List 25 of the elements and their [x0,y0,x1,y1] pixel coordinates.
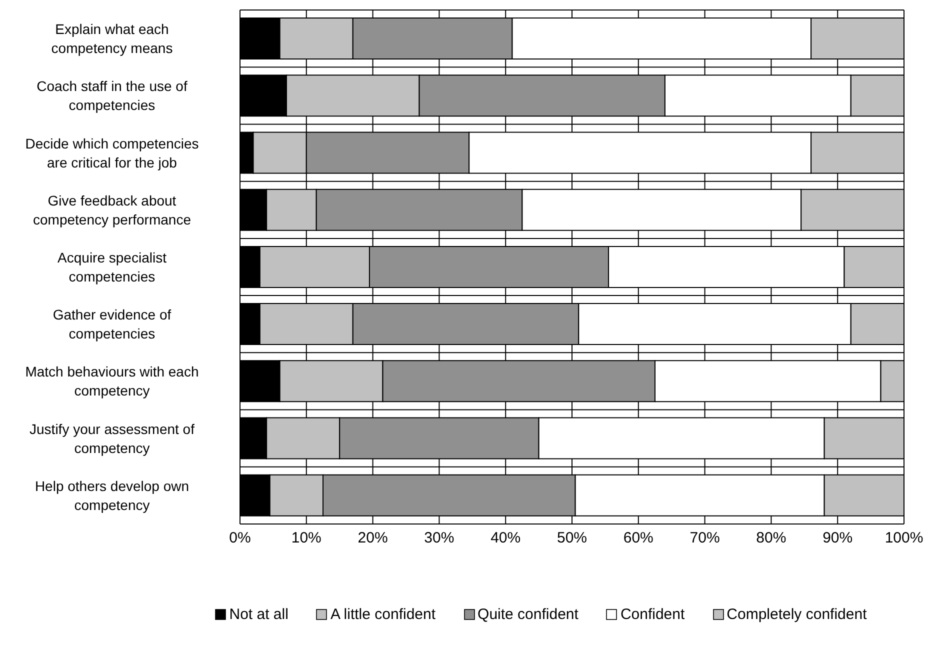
legend-label: Completely confident [726,606,867,623]
y-tick-label: Match behaviours with each competency [25,364,199,399]
x-tick-label: 40% [490,530,521,547]
legend-label: A little confident [330,606,436,623]
x-tick-label: 30% [424,530,454,547]
y-tick-label: Help others develop own competency [34,478,190,513]
x-tick-label: 70% [690,530,720,547]
x-tick-label: 60% [623,530,654,547]
x-tick-label: 90% [822,530,853,547]
y-tick-label: Give feedback about competency performance [33,192,192,228]
legend-label: Not at all [229,606,288,623]
y-tick-label: Coach staff in the use of competencies [36,78,188,114]
x-tick-label: 100% [884,530,924,547]
y-tick-label: Decide which competencies are critical for the job [25,135,199,170]
x-tick-label: 10% [291,530,322,547]
x-tick-label: 80% [756,530,786,547]
y-tick-label: Gather evidence of competencies [52,306,172,342]
y-tick-label: Explain what each competency means [51,21,173,56]
legend-label: Confident [620,606,685,623]
x-tick-label: 20% [358,530,388,547]
x-tick-label: 0% [229,530,251,547]
x-tick-label: 50% [556,530,588,547]
legend-label: Quite confident [478,606,578,623]
y-tick-label: Acquire specialist competencies [58,250,167,284]
y-tick-label: Justify your assessment of competency [30,420,195,456]
